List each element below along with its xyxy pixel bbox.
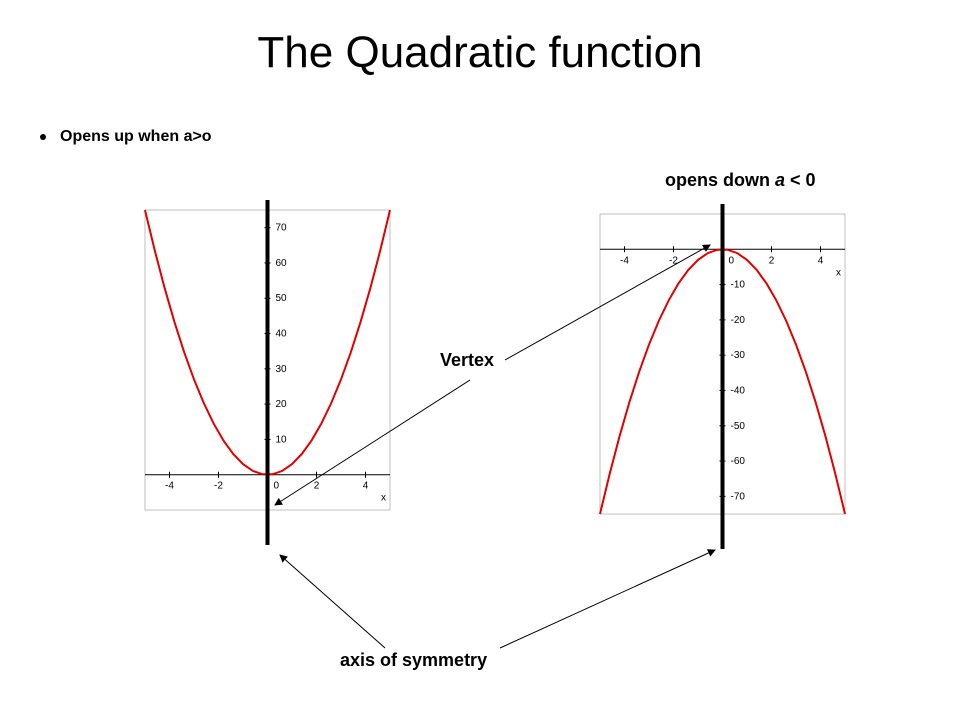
label-opens-down: opens down a < 0 [665,170,816,191]
svg-text:-4: -4 [165,481,174,492]
svg-text:-60: -60 [731,456,746,467]
svg-text:-10: -10 [731,280,746,291]
svg-text:-4: -4 [620,255,629,266]
svg-text:-2: -2 [214,481,223,492]
svg-text:40: 40 [276,329,288,340]
svg-text:-70: -70 [731,491,746,502]
svg-text:x: x [381,493,386,504]
label-vertex: Vertex [440,350,494,371]
svg-text:4: 4 [818,255,824,266]
bullet-dot-icon [40,134,46,140]
chart-opens-up: -4 -2 2 4 10 20 30 40 50 60 70 x 0 [115,200,405,545]
svg-text:0: 0 [274,481,280,492]
svg-text:4: 4 [363,481,369,492]
svg-text:-2: -2 [669,255,678,266]
svg-text:-20: -20 [731,315,746,326]
svg-text:50: 50 [276,293,288,304]
svg-text:2: 2 [769,255,775,266]
slide-title: The Quadratic function [0,28,960,78]
svg-text:0: 0 [729,255,735,266]
svg-text:2: 2 [314,481,320,492]
svg-text:-40: -40 [731,385,746,396]
label-opens-down-suffix: < 0 [785,170,816,190]
bullet-text: Opens up when a>o [60,128,212,145]
bullet-opens-up: Opens up when a>o [40,128,212,146]
svg-text:-50: -50 [731,421,746,432]
svg-text:60: 60 [276,258,288,269]
label-axis-of-symmetry: axis of symmetry [340,650,487,671]
label-opens-down-prefix: opens down [665,170,775,190]
svg-text:70: 70 [276,223,288,234]
svg-text:30: 30 [276,364,288,375]
svg-text:-30: -30 [731,350,746,361]
slide-root: The Quadratic function Opens up when a>o… [0,0,960,720]
chart-opens-down: -4 -2 2 4 -10 -20 -30 -40 -50 -60 -70 x 0 [570,204,860,549]
svg-text:x: x [836,267,841,278]
label-opens-down-var: a [775,170,785,190]
svg-text:10: 10 [276,434,288,445]
svg-text:20: 20 [276,399,288,410]
